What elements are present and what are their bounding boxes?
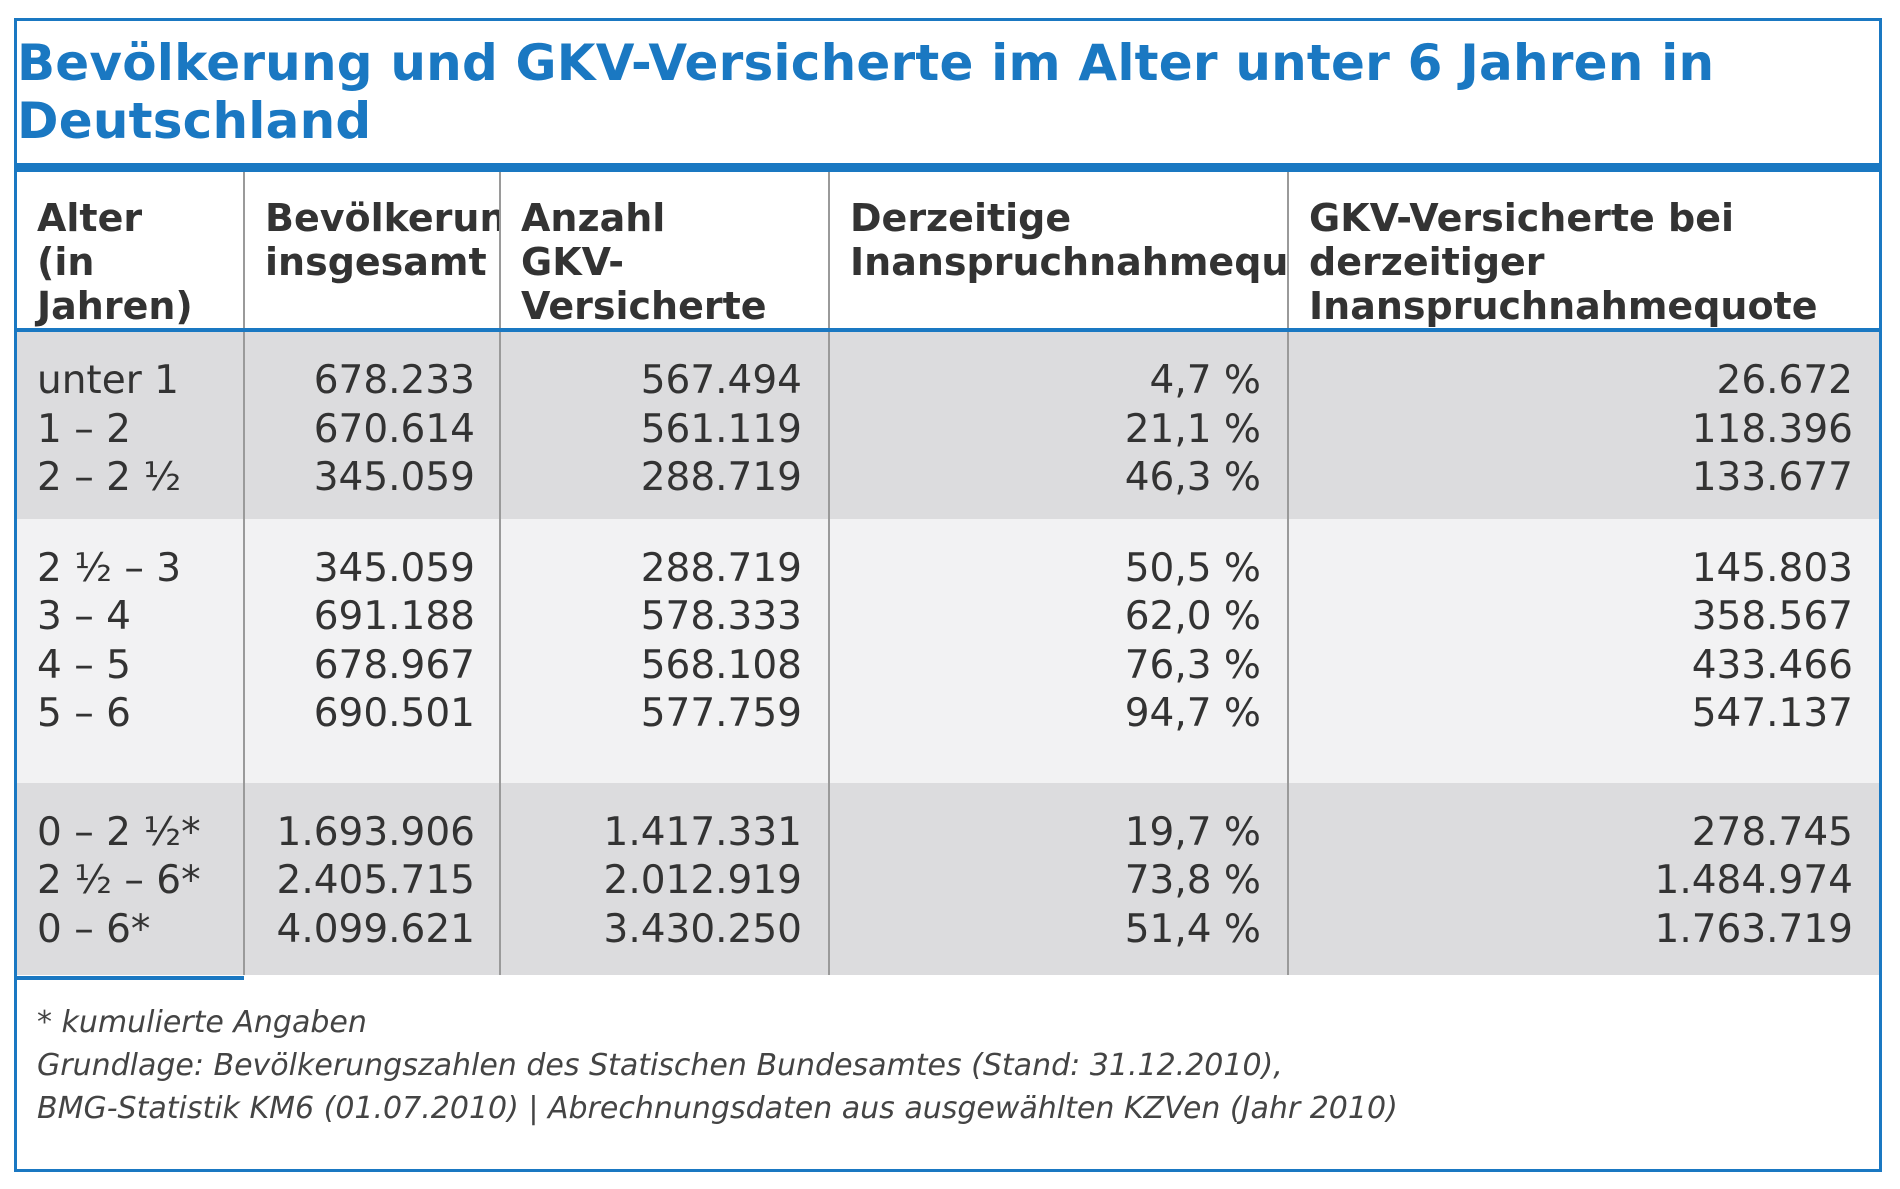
cell-value: 358.567: [1691, 594, 1853, 639]
cell-quote: 19,7 % 73,8 % 51,4 %: [829, 782, 1289, 975]
cell-value: 73,8 %: [1124, 858, 1261, 903]
cell-value: 1 – 2: [37, 406, 131, 452]
cell-value: 133.677: [1691, 455, 1853, 500]
data-table: Alter (in Jahren) Bevölkerung insgesamt …: [17, 172, 1879, 975]
row-group-2: 2 ½ – 3 3 – 4 4 – 5 5 – 6 345.059 691.18…: [17, 518, 1879, 783]
cell-value: 1.417.331: [603, 809, 803, 855]
cell-value: 50,5 %: [1124, 545, 1261, 591]
table-row: 0 – 2 ½* 2 ½ – 6* 0 – 6* 1.693.906 2.405…: [17, 782, 1879, 975]
footnotes: * kumulierte Angaben Grundlage: Bevölker…: [37, 1001, 1398, 1130]
header-quote: Derzeitige Inanspruchnahmequote: [829, 172, 1289, 332]
header-alter: Alter (in Jahren): [17, 172, 245, 332]
cell-bevoelkerung: 345.059 691.188 678.967 690.501: [244, 518, 501, 783]
cell-value: 678.233: [313, 358, 475, 403]
cell-value: 0 – 2 ½*: [37, 809, 201, 855]
table-row: 2 ½ – 3 3 – 4 4 – 5 5 – 6 345.059 691.18…: [17, 518, 1879, 783]
cell-value: 578.333: [640, 594, 802, 639]
cell-value: 26.672: [1716, 358, 1853, 403]
row-group-1: unter 1 1 – 2 2 – 2 ½ 678.233 670.614 34…: [17, 330, 1879, 519]
cell-value: 678.967: [313, 642, 475, 688]
cell-value: 19,7 %: [1124, 809, 1261, 855]
cell-value: 76,3 %: [1124, 642, 1261, 688]
cell-value: 433.466: [1691, 642, 1853, 688]
title-rule: [17, 163, 1879, 172]
cell-value: 345.059: [313, 545, 475, 591]
cell-value: 577.759: [640, 691, 802, 736]
cell-value: 1.484.974: [1654, 858, 1854, 903]
cell-alter: unter 1 1 – 2 2 – 2 ½: [17, 330, 245, 519]
cell-value: 3 – 4: [37, 594, 131, 639]
cell-value: 690.501: [313, 691, 475, 736]
cell-value: unter 1: [37, 358, 179, 403]
cell-value: 2 ½ – 3: [37, 545, 182, 591]
table-header: Alter (in Jahren) Bevölkerung insgesamt …: [17, 172, 1879, 332]
cell-value: 278.745: [1691, 809, 1853, 855]
cell-alter: 2 ½ – 3 3 – 4 4 – 5 5 – 6: [17, 518, 245, 783]
cell-value: 547.137: [1691, 691, 1853, 736]
cell-value: 62,0 %: [1124, 594, 1261, 639]
cell-value: 145.803: [1691, 545, 1853, 591]
cell-gkv-bei-quote: 278.745 1.484.974 1.763.719: [1288, 782, 1879, 975]
header-row: Alter (in Jahren) Bevölkerung insgesamt …: [17, 172, 1879, 332]
footnote-cumulative: * kumulierte Angaben: [37, 1005, 367, 1040]
header-gkv-versicherte: Anzahl GKV-Versicherte: [500, 172, 830, 332]
cell-bevoelkerung: 1.693.906 2.405.715 4.099.621: [244, 782, 501, 975]
cell-value: 2 – 2 ½: [37, 455, 182, 500]
cell-value: 0 – 6*: [37, 906, 151, 952]
cell-value: 1.693.906: [276, 809, 476, 855]
cell-value: 288.719: [640, 545, 802, 591]
row-group-3: 0 – 2 ½* 2 ½ – 6* 0 – 6* 1.693.906 2.405…: [17, 782, 1879, 975]
cell-value: 21,1 %: [1124, 406, 1261, 452]
cell-value: 4,7 %: [1149, 358, 1261, 403]
cell-value: 4 – 5: [37, 642, 131, 688]
cell-value: 1.763.719: [1654, 906, 1854, 952]
header-gkv-bei-quote: GKV-Versicherte bei derzeitiger Inanspru…: [1288, 172, 1879, 332]
cell-value: 4.099.621: [276, 906, 476, 952]
cell-gkv-versicherte: 1.417.331 2.012.919 3.430.250: [500, 782, 830, 975]
footnote-source-2: BMG-Statistik KM6 (01.07.2010) | Abrechn…: [37, 1091, 1398, 1126]
table-frame: Bevölkerung und GKV-Versicherte im Alter…: [14, 18, 1882, 1172]
cell-gkv-bei-quote: 145.803 358.567 433.466 547.137: [1288, 518, 1879, 783]
cell-value: 2.405.715: [276, 858, 476, 903]
cell-quote: 4,7 % 21,1 % 46,3 %: [829, 330, 1289, 519]
footnote-source-1: Grundlage: Bevölkerungszahlen des Statis…: [37, 1048, 1283, 1083]
cell-value: 2 ½ – 6*: [37, 858, 201, 903]
cell-value: 94,7 %: [1124, 691, 1261, 736]
cell-value: 118.396: [1691, 406, 1853, 452]
header-bevoelkerung: Bevölkerung insgesamt: [244, 172, 501, 332]
cell-value: 691.188: [313, 594, 475, 639]
table-title: Bevölkerung und GKV-Versicherte im Alter…: [17, 34, 1715, 150]
bottom-rule: [17, 976, 244, 980]
table-row: unter 1 1 – 2 2 – 2 ½ 678.233 670.614 34…: [17, 330, 1879, 519]
cell-value: 3.430.250: [603, 906, 803, 952]
cell-value: 5 – 6: [37, 691, 131, 736]
cell-value: 2.012.919: [603, 858, 803, 903]
cell-value: 46,3 %: [1124, 455, 1261, 500]
cell-value: 288.719: [640, 455, 802, 500]
cell-alter: 0 – 2 ½* 2 ½ – 6* 0 – 6*: [17, 782, 245, 975]
cell-gkv-versicherte: 288.719 578.333 568.108 577.759: [500, 518, 830, 783]
cell-value: 567.494: [640, 358, 802, 403]
cell-gkv-versicherte: 567.494 561.119 288.719: [500, 330, 830, 519]
cell-value: 568.108: [640, 642, 802, 688]
cell-bevoelkerung: 678.233 670.614 345.059: [244, 330, 501, 519]
cell-value: 561.119: [640, 406, 802, 452]
cell-value: 670.614: [313, 406, 475, 452]
cell-value: 51,4 %: [1124, 906, 1261, 952]
cell-gkv-bei-quote: 26.672 118.396 133.677: [1288, 330, 1879, 519]
cell-quote: 50,5 % 62,0 % 76,3 % 94,7 %: [829, 518, 1289, 783]
cell-value: 345.059: [313, 455, 475, 500]
